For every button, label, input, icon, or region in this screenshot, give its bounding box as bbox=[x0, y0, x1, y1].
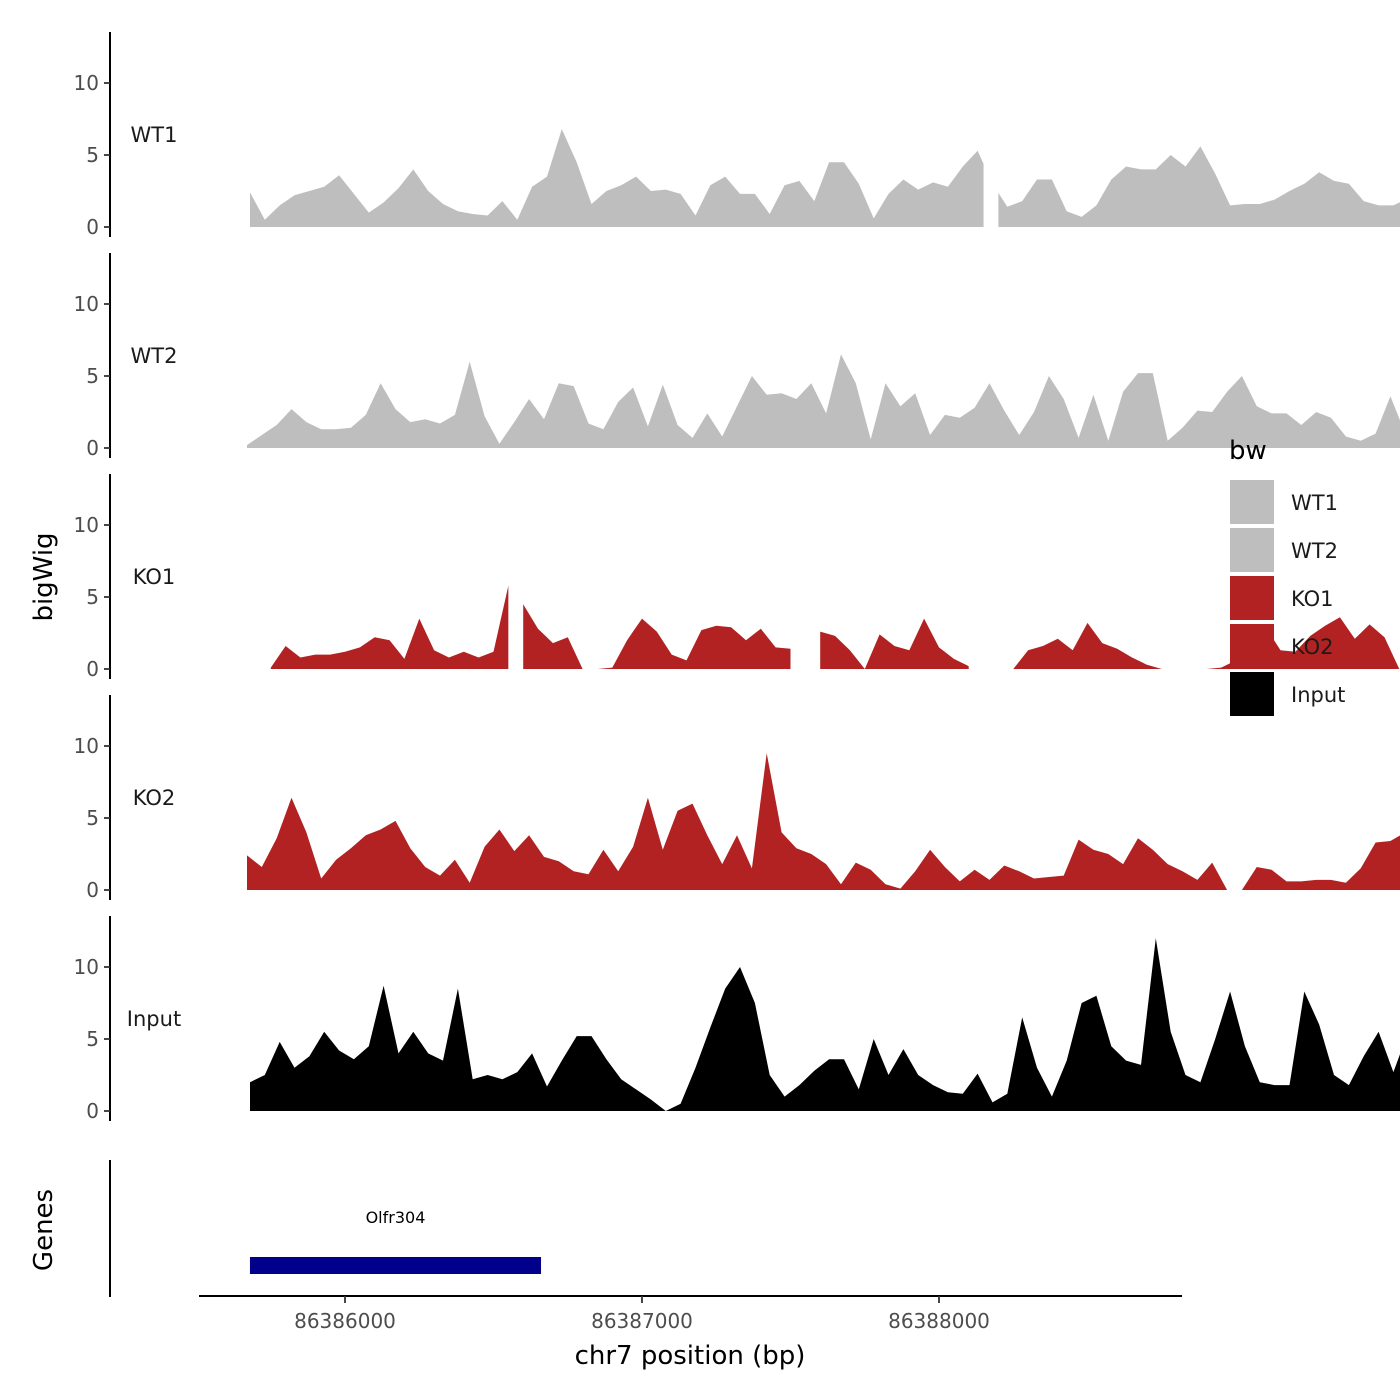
signal-area-wt2 bbox=[247, 354, 1400, 448]
track-label-input: Input bbox=[127, 1007, 181, 1031]
track-ko1: 0 5 10 KO1 bbox=[74, 474, 1400, 681]
signal-area-ko2 bbox=[247, 753, 1400, 890]
genes-track-title: Genes bbox=[29, 1189, 59, 1271]
y-tick-label: 0 bbox=[86, 436, 99, 460]
track-label-ko1: KO1 bbox=[133, 565, 176, 589]
genes-panel: Olfr304 bbox=[109, 1160, 542, 1297]
track-wt1: 0 5 10 WT1 bbox=[74, 32, 1400, 239]
no-data-gap bbox=[983, 32, 999, 228]
legend-label-ko1: KO1 bbox=[1291, 587, 1334, 611]
legend-label-wt1: WT1 bbox=[1291, 491, 1338, 515]
legend: bw WT1 WT2 KO1 KO2 Input bbox=[1229, 436, 1345, 716]
legend-swatch-ko2 bbox=[1230, 624, 1274, 668]
y-tick-label: 5 bbox=[86, 806, 99, 830]
legend-swatch-input bbox=[1230, 672, 1274, 716]
legend-label-ko2: KO2 bbox=[1291, 635, 1334, 659]
no-data-gap bbox=[508, 474, 524, 670]
x-tick-label: 86388000 bbox=[888, 1309, 990, 1333]
gene-label-olfr304: Olfr304 bbox=[366, 1208, 426, 1227]
legend-title: bw bbox=[1229, 436, 1267, 466]
y-tick-label: 10 bbox=[74, 71, 99, 95]
track-wt2: 0 5 10 WT2 bbox=[74, 253, 1400, 460]
y-tick-label: 5 bbox=[86, 143, 99, 167]
legend-label-input: Input bbox=[1291, 683, 1345, 707]
track-label-wt2: WT2 bbox=[131, 344, 178, 368]
no-data-gap bbox=[968, 474, 999, 670]
track-ko2: 0 5 10 KO2 bbox=[74, 695, 1400, 902]
track-label-ko2: KO2 bbox=[133, 786, 176, 810]
y-tick-label: 0 bbox=[86, 215, 99, 239]
y-tick-label: 10 bbox=[74, 734, 99, 758]
legend-swatch-wt2 bbox=[1230, 528, 1274, 572]
legend-label-wt2: WT2 bbox=[1291, 539, 1338, 563]
no-data-gap bbox=[790, 474, 821, 670]
signal-area-ko1 bbox=[270, 585, 1400, 669]
legend-swatch-wt1 bbox=[1230, 480, 1274, 524]
signal-area-wt1 bbox=[250, 129, 1400, 227]
x-axis-title: chr7 position (bp) bbox=[575, 1341, 806, 1371]
y-tick-label: 5 bbox=[86, 364, 99, 388]
track-label-wt1: WT1 bbox=[131, 123, 178, 147]
y-tick-label: 10 bbox=[74, 513, 99, 537]
x-tick-label: 86387000 bbox=[591, 1309, 693, 1333]
y-tick-label: 0 bbox=[86, 1099, 99, 1123]
y-tick-label: 5 bbox=[86, 585, 99, 609]
x-axis: 86386000 86387000 86388000 bbox=[199, 1295, 1182, 1333]
signal-area-input bbox=[250, 938, 1400, 1111]
y-tick-label: 0 bbox=[86, 878, 99, 902]
y-tick-label: 10 bbox=[74, 292, 99, 316]
y-tick-label: 10 bbox=[74, 955, 99, 979]
track-input: 0 5 10 Input bbox=[74, 916, 1400, 1123]
x-tick-label: 86386000 bbox=[294, 1309, 396, 1333]
y-tick-label: 0 bbox=[86, 657, 99, 681]
y-axis-title: bigWig bbox=[29, 532, 59, 621]
gene-olfr304 bbox=[249, 1257, 542, 1274]
y-tick-label: 5 bbox=[86, 1027, 99, 1051]
signal-tracks: 0 5 10 WT1 0 5 10 WT2 0 5 10 KO1 0 5 10 KO2 0 5 10 Input bbox=[74, 32, 1400, 1123]
legend-swatch-ko1 bbox=[1230, 576, 1274, 620]
